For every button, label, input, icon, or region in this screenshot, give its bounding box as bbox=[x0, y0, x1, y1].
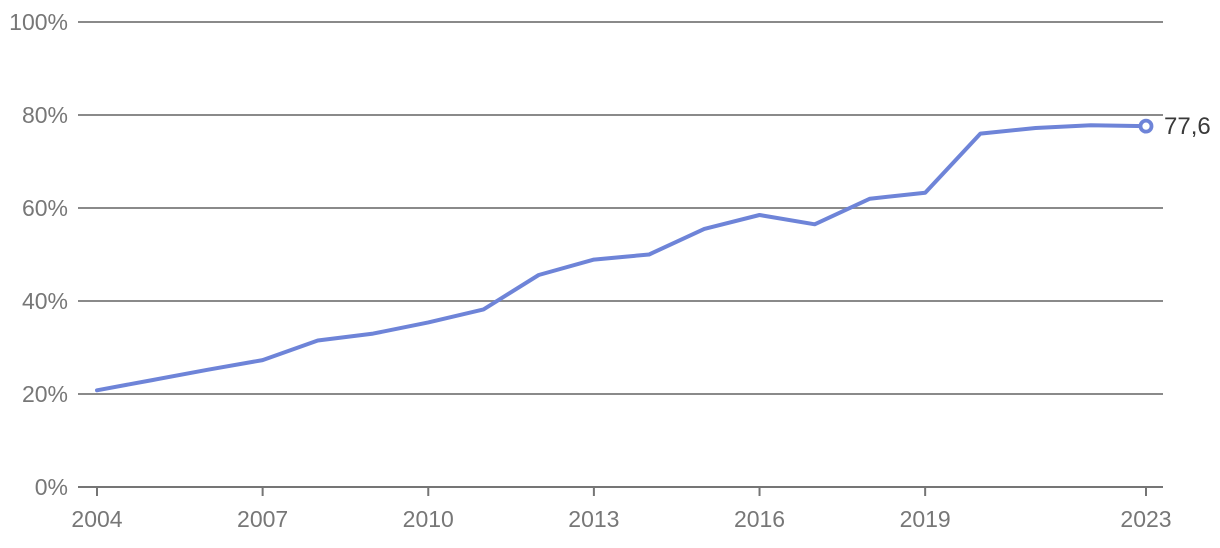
y-axis-label: 0% bbox=[35, 474, 68, 500]
gridlines bbox=[78, 21, 1163, 488]
x-axis bbox=[96, 487, 1147, 496]
data-series: 77,6 bbox=[95, 113, 1211, 393]
x-axis-label: 2007 bbox=[237, 506, 288, 532]
y-axis-label: 80% bbox=[22, 102, 68, 128]
x-axis-label: 2016 bbox=[734, 506, 785, 532]
y-axis-label: 40% bbox=[22, 288, 68, 314]
end-value-label: 77,6 bbox=[1164, 113, 1211, 140]
y-axis-label: 60% bbox=[22, 195, 68, 221]
y-axis-label: 20% bbox=[22, 381, 68, 407]
x-axis-label: 2010 bbox=[403, 506, 454, 532]
y-axis-label: 100% bbox=[9, 9, 68, 35]
trend-line bbox=[95, 123, 1148, 393]
x-axis-label: 2004 bbox=[71, 506, 122, 532]
x-axis-label: 2023 bbox=[1120, 506, 1171, 532]
y-axis-labels: 0% 20% 40% 60% 80% 100% bbox=[9, 9, 68, 500]
x-axis-label: 2019 bbox=[900, 506, 951, 532]
x-axis-labels: 2004 2007 2010 2013 2016 2019 2023 bbox=[71, 506, 1171, 532]
x-axis-label: 2013 bbox=[568, 506, 619, 532]
last-data-point-marker bbox=[1138, 118, 1154, 134]
